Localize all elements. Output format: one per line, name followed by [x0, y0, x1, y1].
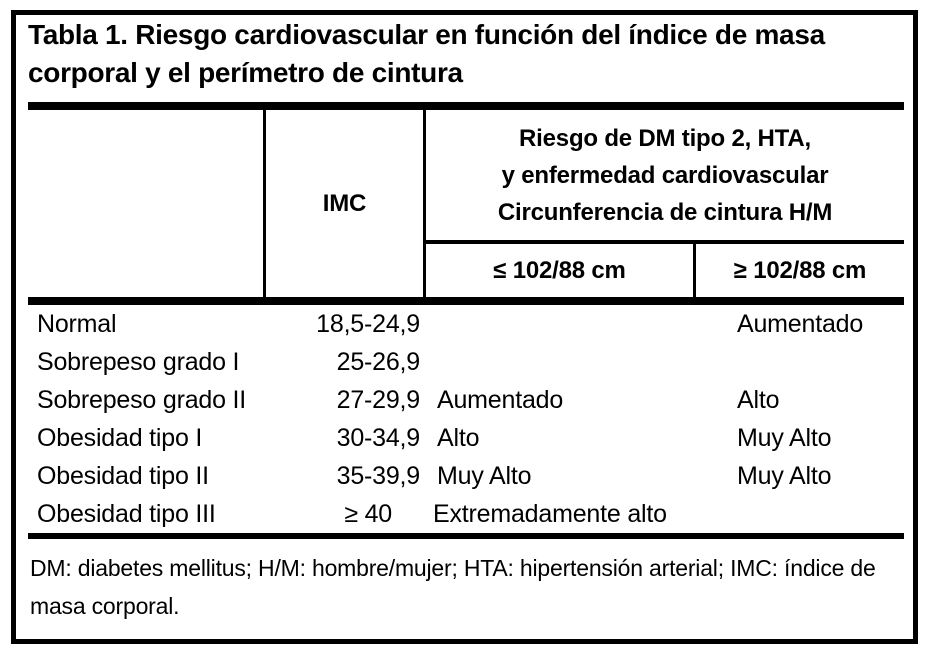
cell-category: Obesidad tipo I	[37, 424, 203, 452]
thick-rule-under-header	[28, 297, 904, 305]
cell-waist-high: Muy Alto	[737, 462, 832, 490]
cell-waist-high: Aumentado	[737, 310, 864, 338]
risk-header-line-2: y enfermedad cardiovascular	[501, 161, 829, 189]
table-row: Obesidad tipo II 35-39,9 Muy Alto Muy Al…	[0, 457, 930, 495]
table-row: Normal 18,5-24,9 Aumentado	[0, 305, 930, 343]
subheader-waist-low: ≤ 102/88 cm	[426, 244, 693, 297]
column-header-imc: IMC	[266, 110, 423, 297]
cell-category: Obesidad tipo II	[37, 462, 209, 490]
footnote-line-2: masa corporal.	[30, 593, 180, 619]
subheader-waist-high: ≥ 102/88 cm	[696, 244, 904, 297]
cell-waist-high: Muy Alto	[737, 424, 832, 452]
column-divider-left	[263, 110, 266, 297]
table-outer-border	[11, 10, 918, 644]
risk-header-line-1: Riesgo de DM tipo 2, HTA,	[519, 124, 811, 152]
column-divider-right	[423, 110, 426, 297]
cell-waist-low: Muy Alto	[437, 462, 532, 490]
cell-category: Normal	[37, 310, 117, 338]
thick-rule-above-footnote	[28, 533, 904, 539]
cell-waist-high: Alto	[737, 386, 780, 414]
table-row: Sobrepeso grado II 27-29,9 Aumentado Alt…	[0, 381, 930, 419]
cell-imc: 27-29,9	[336, 386, 421, 414]
cell-imc: 18,5-24,9	[316, 310, 420, 338]
column-group-header-risk: Riesgo de DM tipo 2, HTA, y enfermedad c…	[426, 110, 904, 240]
cell-imc: 35-39,9	[336, 462, 421, 490]
cell-waist-low: Aumentado	[437, 386, 564, 414]
risk-header-line-3: Circunferencia de cintura H/M	[497, 198, 833, 226]
table-row: Sobrepeso grado I 25-26,9	[0, 343, 930, 381]
cell-imc: 30-34,9	[336, 424, 421, 452]
thin-rule-under-risk-header	[424, 240, 904, 244]
cell-waist-low: Extremadamente alto	[433, 500, 667, 528]
cell-waist-low: Alto	[437, 424, 480, 452]
table-footnote: DM: diabetes mellitus; H/M: hombre/mujer…	[30, 549, 906, 625]
cell-category: Sobrepeso grado I	[37, 348, 240, 376]
cell-imc: ≥ 40	[344, 500, 392, 528]
waist-high-label: ≥ 102/88 cm	[733, 256, 867, 284]
waist-low-label: ≤ 102/88 cm	[493, 256, 626, 284]
table-row: Obesidad tipo III ≥ 40 Extremadamente al…	[0, 495, 930, 533]
cell-category: Obesidad tipo III	[37, 500, 216, 528]
table-title-line-1: Tabla 1. Riesgo cardiovascular en funció…	[28, 19, 825, 50]
subcolumn-divider	[693, 244, 696, 297]
table-row: Obesidad tipo I 30-34,9 Alto Muy Alto	[0, 419, 930, 457]
table-title: Tabla 1. Riesgo cardiovascular en funció…	[28, 16, 908, 92]
table-title-line-2: corporal y el perímetro de cintura	[28, 57, 463, 88]
imc-label: IMC	[322, 189, 367, 217]
cell-category: Sobrepeso grado II	[37, 386, 247, 414]
cell-imc: 25-26,9	[336, 348, 421, 376]
footnote-line-1: DM: diabetes mellitus; H/M: hombre/mujer…	[30, 555, 876, 581]
thick-rule-under-title	[28, 102, 904, 110]
